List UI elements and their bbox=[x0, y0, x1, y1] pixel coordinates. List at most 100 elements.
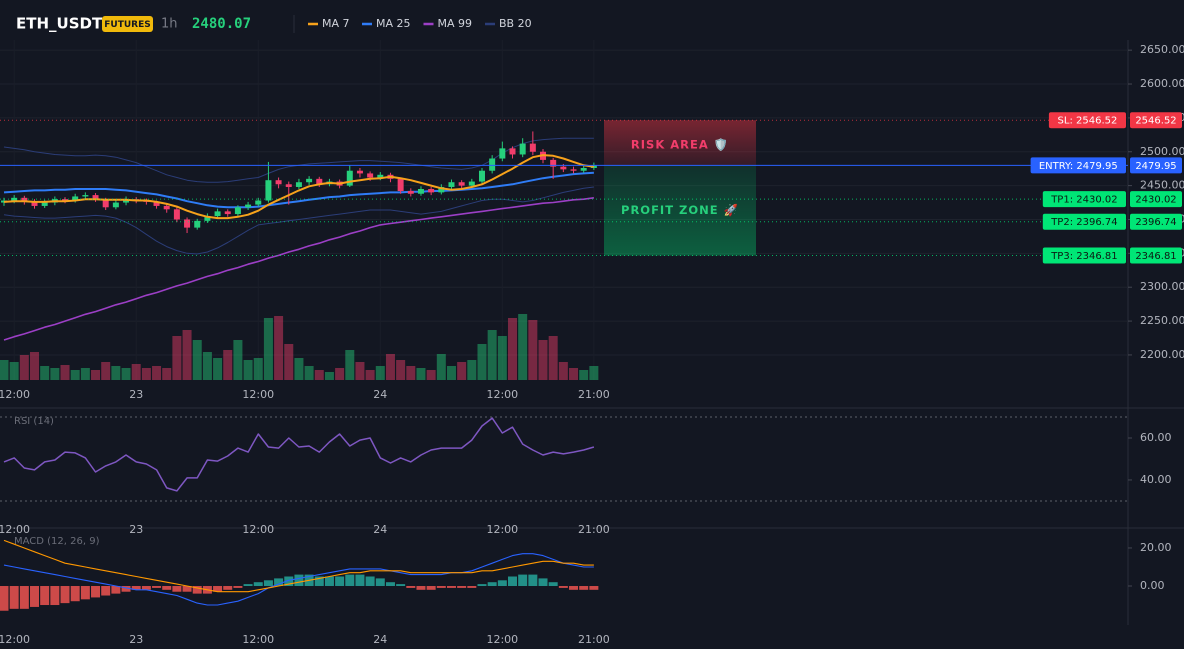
interval: 1h bbox=[161, 17, 178, 32]
macd-histogram-bar bbox=[141, 586, 151, 590]
candle-body bbox=[245, 204, 252, 208]
x-tick-label: 24 bbox=[373, 633, 387, 646]
macd-histogram-bar bbox=[91, 586, 101, 598]
candle-body bbox=[82, 195, 89, 197]
macd-line bbox=[3, 539, 594, 593]
candle-body bbox=[123, 199, 130, 203]
volume-bar bbox=[426, 370, 436, 380]
volume-bar bbox=[274, 316, 284, 380]
level-tag: TP2: 2396.74 bbox=[1050, 217, 1117, 228]
volume-bar bbox=[345, 350, 355, 380]
y-tick-label: 0.00 bbox=[1140, 579, 1165, 592]
macd-histogram-bar bbox=[467, 586, 477, 588]
candle-body bbox=[580, 168, 587, 171]
macd-histogram-bar bbox=[19, 586, 29, 609]
legend-label: MA 25 bbox=[376, 17, 411, 30]
volume-bar bbox=[355, 362, 365, 380]
y-tick-label: 2500.00 bbox=[1140, 145, 1184, 158]
candle-body bbox=[560, 166, 567, 170]
macd-histogram-bar bbox=[324, 576, 334, 587]
volume-bar bbox=[406, 366, 416, 380]
macd-histogram-bar bbox=[548, 582, 558, 587]
candle-body bbox=[21, 197, 28, 202]
candle-body bbox=[397, 178, 404, 192]
macd-histogram-bar bbox=[375, 578, 385, 587]
macd-histogram-bar bbox=[294, 574, 304, 587]
macd-histogram-bar bbox=[30, 586, 40, 607]
volume-bar bbox=[416, 368, 426, 380]
panel-title: RSI (14) bbox=[14, 416, 54, 427]
y-tick-label: 2450.00 bbox=[1140, 179, 1184, 192]
volume-bar bbox=[396, 360, 406, 380]
badge: FUTURES bbox=[104, 20, 150, 30]
symbol: ETH_USDT bbox=[16, 15, 103, 33]
volume-bar bbox=[497, 336, 507, 380]
candle-body bbox=[41, 202, 48, 206]
ma-line bbox=[3, 154, 595, 220]
macd-histogram-bar bbox=[406, 586, 416, 588]
candle-body bbox=[306, 178, 313, 183]
volume-bar bbox=[365, 370, 375, 380]
candle-body bbox=[204, 216, 211, 221]
candle-body bbox=[92, 195, 99, 200]
macd-histogram-bar bbox=[457, 586, 467, 588]
macd-histogram-bar bbox=[152, 586, 162, 588]
level-value-bg bbox=[1130, 213, 1182, 230]
candle-body bbox=[112, 202, 119, 208]
x-tick-label: 23 bbox=[129, 388, 143, 401]
volume-bar bbox=[152, 366, 162, 380]
volume-bar bbox=[294, 358, 304, 380]
volume-bar bbox=[314, 370, 324, 380]
volume-bar bbox=[243, 360, 253, 380]
level-value-bg bbox=[1130, 157, 1182, 174]
macd-histogram-bar bbox=[50, 586, 60, 606]
candle-body bbox=[499, 148, 506, 159]
candle-body bbox=[194, 220, 201, 228]
badge-bg bbox=[102, 16, 153, 32]
candle-body bbox=[529, 143, 536, 152]
volume-bar bbox=[70, 370, 80, 380]
y-tick-label: 2650.00 bbox=[1140, 43, 1184, 56]
volume-bar bbox=[477, 344, 487, 380]
ma-line bbox=[3, 171, 594, 209]
macd-histogram-bar bbox=[416, 586, 426, 590]
level-value: 2479.95 bbox=[1135, 161, 1176, 172]
candle-body bbox=[356, 170, 363, 174]
macd-histogram-bar bbox=[355, 574, 365, 587]
candle-body bbox=[153, 201, 160, 206]
candle-body bbox=[255, 200, 262, 205]
volume-bar bbox=[91, 370, 101, 380]
macd-histogram-bar bbox=[314, 576, 324, 587]
panel-title: MACD (12, 26, 9) bbox=[14, 536, 100, 547]
x-tick-label: 21:00 bbox=[578, 633, 610, 646]
legend-label: MA 99 bbox=[438, 17, 473, 30]
volume-bar bbox=[385, 354, 395, 380]
macd-histogram-bar bbox=[446, 586, 456, 588]
x-tick-label: 21:00 bbox=[578, 388, 610, 401]
volume-bar bbox=[19, 355, 29, 380]
level-tag: ENTRY: 2479.95 bbox=[1039, 161, 1118, 172]
volume-bar bbox=[182, 330, 192, 380]
macd-histogram-bar bbox=[9, 586, 19, 609]
candle-body bbox=[224, 211, 231, 215]
macd-histogram-bar bbox=[223, 586, 233, 590]
macd-histogram-bar bbox=[172, 586, 182, 592]
volume-bar bbox=[101, 362, 111, 380]
candle-body bbox=[163, 205, 170, 210]
candle-body bbox=[489, 158, 496, 171]
y-tick-label: 20.00 bbox=[1140, 541, 1172, 554]
volume-bar bbox=[375, 366, 385, 380]
candle-body bbox=[468, 181, 475, 186]
volume-bar bbox=[30, 352, 40, 380]
candle-body bbox=[428, 189, 435, 193]
volume-bar bbox=[213, 358, 223, 380]
ma-line bbox=[3, 197, 595, 341]
y-tick-label: 2200.00 bbox=[1140, 348, 1184, 361]
macd-histogram-bar bbox=[213, 586, 223, 592]
macd-histogram-bar bbox=[80, 586, 90, 600]
x-tick-label: 12:00 bbox=[0, 388, 30, 401]
x-tick-label: 12:00 bbox=[242, 633, 274, 646]
level-tag-bg bbox=[1042, 247, 1126, 264]
